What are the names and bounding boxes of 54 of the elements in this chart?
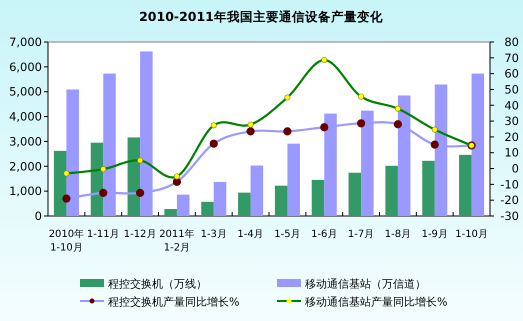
y-tick-label: 2,000 — [9, 159, 42, 174]
legend-label: 移动通信基站产量同比增长% — [305, 296, 448, 308]
bar — [238, 192, 251, 216]
bar — [348, 172, 362, 216]
x-tick-label: 2010年 1-10月 — [48, 228, 84, 254]
y2-tick-label: 0 — [512, 162, 519, 176]
x-tick-label: 1-3月 — [200, 229, 227, 240]
y-tick-label: 1,000 — [9, 184, 42, 198]
chart-title: 2010-2011年我国主要通信设备产量变化 — [139, 9, 384, 24]
y2-tick-label: -20 — [500, 193, 519, 208]
y-tick-label: 5,000 — [9, 84, 42, 99]
y-tick-label: 0 — [34, 209, 42, 223]
y2-tick-label: 30 — [504, 114, 519, 128]
y2-tick-label: 80 — [504, 35, 519, 49]
y2-tick-label: 40 — [504, 98, 519, 112]
bar — [312, 180, 324, 216]
bar — [214, 182, 226, 216]
y-tick-label: 4,000 — [9, 110, 42, 124]
bar — [128, 137, 140, 216]
x-tick-label: 1-8月 — [384, 229, 412, 240]
bar — [164, 209, 177, 216]
y2-tick-label: 20 — [504, 130, 519, 144]
bar — [250, 166, 264, 216]
x-tick-label: 1-11月 — [86, 229, 120, 240]
x-tick-label: 1-10月 — [455, 229, 488, 240]
x-tick-label: 1-9月 — [422, 229, 448, 240]
y2-tick-label: 60 — [504, 66, 519, 81]
bar — [459, 154, 472, 216]
bar — [54, 150, 66, 216]
legend-label: 移动通信基站（万信道） — [305, 278, 426, 290]
legend-label: 程控交换机产量同比增长% — [108, 296, 240, 308]
y-tick-label: 7,000 — [9, 35, 42, 49]
bar — [201, 202, 214, 216]
x-tick-label: 1-6月 — [311, 229, 338, 240]
bar — [472, 74, 484, 216]
x-tick-label: 1-12月 — [124, 229, 156, 240]
bar — [176, 194, 190, 216]
bar — [90, 142, 104, 216]
legend-label: 程控交换机（万线） — [108, 278, 207, 290]
bar — [385, 166, 398, 216]
y-tick-label: 6,000 — [9, 60, 42, 74]
y2-tick-label: 50 — [504, 82, 519, 96]
x-tick-label: 1-5月 — [274, 229, 301, 240]
y2-tick-label: -10 — [500, 177, 519, 192]
y2-tick-label: 70 — [504, 50, 519, 65]
x-tick-label: 1-4月 — [237, 229, 264, 240]
bar — [274, 186, 288, 216]
bar — [287, 144, 300, 216]
x-tick-label: 1-7月 — [348, 229, 374, 240]
y-tick-label: 3,000 — [9, 134, 42, 148]
x-tick-label: 2011年 1-2月 — [159, 228, 195, 254]
y2-tick-label: 10 — [504, 146, 519, 160]
y2-tick-label: -30 — [500, 209, 519, 223]
bar — [422, 160, 435, 216]
